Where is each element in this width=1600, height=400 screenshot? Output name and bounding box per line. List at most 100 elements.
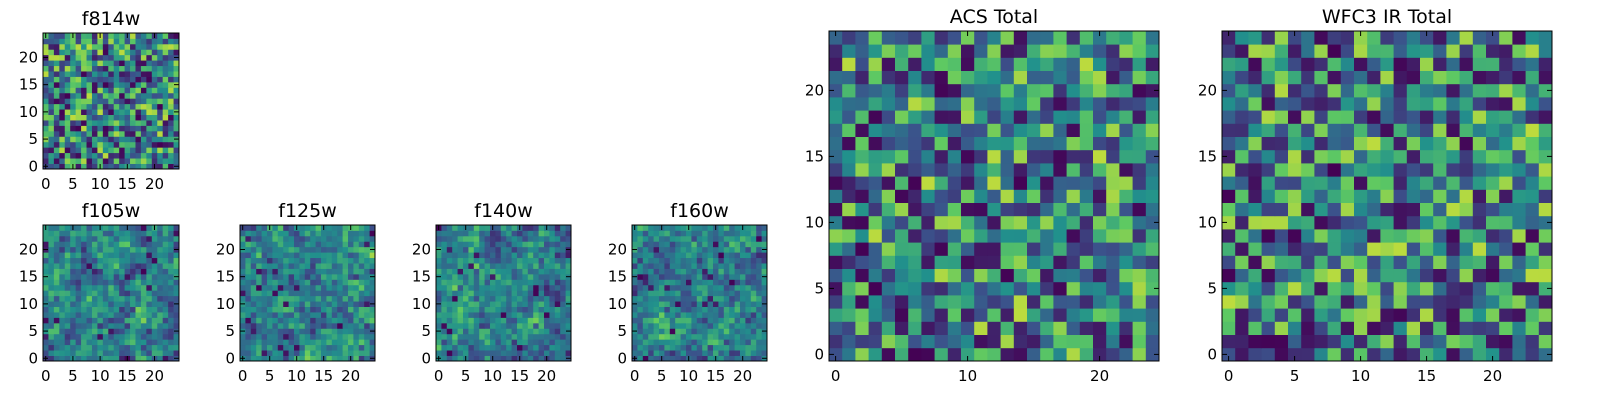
heatmap-cell [1235,97,1249,111]
heatmap-cell [1314,163,1328,177]
heatmap-cell [642,268,649,275]
heatmap-cell [97,87,104,94]
heatmap-cell [544,246,550,253]
heatmap-cell [53,273,60,280]
heatmap-cell [642,284,649,291]
heatmap-cell [947,97,962,111]
heatmap-cell [457,317,464,324]
heatmap-cell [157,246,164,253]
heatmap-cell [277,230,284,237]
heatmap-cell [146,225,153,231]
heatmap-cell [113,328,120,335]
heatmap-cell [495,312,502,318]
heatmap-cell [267,230,273,237]
heatmap-cell [961,44,975,58]
heatmap-cell [1367,202,1381,217]
heatmap-cell [1119,215,1133,230]
heatmap-cell [1406,57,1421,71]
heatmap-cell [452,306,458,313]
heatmap-cell [565,306,572,313]
heatmap-cell [868,83,883,98]
heatmap-cell [1499,83,1513,98]
heatmap-cell [64,306,71,313]
heatmap-cell [348,279,354,286]
heatmap-cell [740,350,746,356]
heatmap-cell [1040,70,1054,85]
heatmap-cell [162,301,169,307]
heatmap-cell [484,355,491,362]
heatmap-cell [756,301,762,307]
heatmap-cell [680,279,687,286]
heatmap-cell [1446,321,1460,335]
heatmap-cell [707,355,714,362]
heatmap-cell [91,284,98,291]
heatmap-cell [565,225,572,231]
heatmap-cell [473,279,480,286]
heatmap-cell [750,328,757,335]
heatmap-cell [490,230,496,237]
heatmap-cell [315,339,322,346]
heatmap-cell [1093,255,1107,269]
heatmap-cell [1222,202,1236,217]
heatmap-cell [1261,281,1276,296]
heatmap-cell [1301,215,1315,230]
heatmap-cell [756,246,762,253]
heatmap-cell [337,322,343,329]
heatmap-cell [702,273,708,280]
heatmap-cell [457,322,464,329]
heatmap-cell [304,235,311,242]
heatmap-cell [522,355,529,362]
heatmap-cell [1106,83,1120,98]
heatmap-cell [81,306,87,313]
heatmap-cell [124,252,131,259]
heatmap-cell [140,241,147,248]
heatmap-cell [560,257,566,264]
heatmap-cell [119,241,125,248]
heatmap-cell [1301,268,1315,283]
y-tick-label: 5 [421,322,431,340]
heatmap-cell [48,295,55,302]
heatmap-cell [680,322,687,329]
heatmap-cell [130,235,136,242]
heatmap-cell [294,246,300,253]
heatmap-cell [554,225,561,231]
y-tick-label: 0 [1207,345,1217,363]
heatmap-cell [91,306,98,313]
heatmap-cell [1314,44,1328,58]
heatmap-cell [277,328,284,335]
heatmap-cell [1132,163,1147,177]
heatmap-cell [686,257,692,264]
heatmap-cell [511,306,518,313]
heatmap-cell [664,333,671,340]
heatmap-cell [342,268,349,275]
heatmap-cell [1248,136,1262,151]
heatmap-cell [506,268,512,275]
heatmap-cell [686,322,692,329]
heatmap-cell [987,44,1001,58]
heatmap-cell [304,241,311,248]
heatmap-cell [1393,189,1408,203]
heatmap-cell [1472,295,1487,309]
heatmap-cell [675,284,681,291]
heatmap-cell [108,109,115,115]
heatmap-cell [495,257,502,264]
heatmap-cell [70,49,77,56]
heatmap-cell [1222,97,1236,111]
heatmap-cell [1380,321,1394,335]
heatmap-cell [868,215,883,230]
heatmap-cell [549,322,556,329]
heatmap-cell [544,263,550,269]
heatmap-cell [506,263,512,269]
heatmap-cell [1027,44,1041,58]
heatmap-cell [140,284,147,291]
heatmap-cell [321,295,327,302]
heatmap-cell [1145,321,1160,335]
heatmap-cell [632,252,638,259]
heatmap-cell [659,252,665,259]
heatmap-cell [632,257,638,264]
heatmap-cell [974,281,988,296]
heatmap-cell [484,284,491,291]
heatmap-cell [1093,44,1107,58]
heatmap-cell [517,290,523,297]
heatmap-cell [53,235,60,242]
